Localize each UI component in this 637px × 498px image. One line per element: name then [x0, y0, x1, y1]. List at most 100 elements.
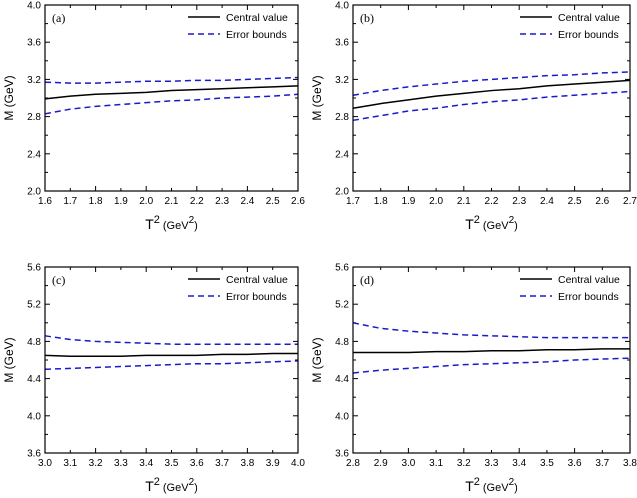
y-tick-label: 5.6: [335, 263, 349, 274]
x-tick-label: 1.6: [38, 196, 52, 207]
x-tick-label: 3.1: [63, 458, 77, 469]
legend: Central value Error bounds: [520, 12, 620, 41]
y-tick-label: 2.8: [27, 112, 41, 123]
error-bound-lower-line: [44, 360, 299, 371]
x-tick-label: 3.8: [240, 458, 254, 469]
x-tick-label: 3.0: [401, 458, 415, 469]
x-tick-label: 2.2: [485, 196, 499, 207]
x-tick-label: 3.8: [623, 458, 637, 469]
y-tick-label: 4.8: [27, 337, 41, 348]
x-tick-label: 3.1: [429, 458, 443, 469]
error-bound-upper-line: [352, 71, 631, 96]
y-tick-label: 3.6: [335, 38, 349, 49]
x-label-base: T: [465, 216, 474, 232]
error-bound-lower-line: [352, 90, 631, 122]
x-label-sup: 2: [474, 476, 480, 488]
legend-label-error: Error bounds: [558, 29, 619, 41]
x-tick-label: 2.2: [190, 196, 204, 207]
x-label-sup: 2: [154, 214, 160, 226]
x-tick-label: 1.9: [114, 196, 128, 207]
y-tick-label: 4.0: [335, 1, 349, 12]
central-value-line: [44, 85, 299, 100]
chart-panel-b: 1.7 1.8 1.9 2.0 2.1 2.2 2.3 2.4 2.5 2.6 2.7 2.0 2.4 2…: [310, 1, 637, 233]
central-value-line: [352, 79, 631, 109]
y-axis-label: M (GeV): [310, 75, 324, 120]
x-tick-label: 3.0: [38, 458, 52, 469]
x-tick-label: 4.0: [291, 458, 305, 469]
legend-label-central: Central value: [226, 274, 288, 286]
x-label-unit-close: ): [194, 482, 198, 494]
plot-frame: [44, 266, 299, 454]
y-tick-label: 3.6: [27, 449, 41, 460]
x-tick-label: 1.7: [63, 196, 77, 207]
x-tick-label: 3.4: [512, 458, 526, 469]
panel-tag: (a): [52, 11, 65, 25]
y-tick-label: 3.6: [27, 38, 41, 49]
x-label-unit-close: ): [194, 220, 198, 232]
panel-tag: (d): [360, 273, 374, 287]
x-tick-label: 3.6: [568, 458, 582, 469]
legend-label-central: Central value: [558, 274, 620, 286]
x-tick-label: 3.5: [165, 458, 179, 469]
x-tick-label: 2.8: [346, 458, 360, 469]
x-tick-label: 1.7: [346, 196, 360, 207]
legend-label-central: Central value: [226, 12, 288, 24]
y-tick-label: 5.6: [27, 263, 41, 274]
error-bound-lower-line: [44, 93, 299, 115]
x-tick-label: 2.4: [240, 196, 254, 207]
legend-label-error: Error bounds: [558, 291, 619, 303]
y-axis-label: M (GeV): [2, 75, 16, 120]
y-tick-label: 4.8: [335, 337, 349, 348]
x-tick-label: 2.4: [540, 196, 554, 207]
x-label-sup: 2: [474, 214, 480, 226]
x-label-unit-sup: 2: [509, 215, 515, 226]
legend: Central value Error bounds: [520, 274, 620, 303]
y-tick-label: 4.4: [335, 374, 349, 385]
x-tick-label: 2.5: [266, 196, 280, 207]
legend: Central value Error bounds: [188, 274, 288, 303]
y-tick-label: 2.8: [335, 112, 349, 123]
error-bound-lower-line: [352, 357, 631, 374]
x-tick-label: 3.2: [89, 458, 103, 469]
x-label-unit: (GeV: [163, 482, 189, 494]
x-tick-label: 2.3: [215, 196, 229, 207]
y-tick-label: 3.2: [335, 75, 349, 86]
y-tick-label: 3.2: [27, 75, 41, 86]
x-axis-label: T2 (GeV2): [465, 214, 518, 232]
error-bound-upper-line: [44, 335, 298, 345]
error-bound-upper-line: [44, 76, 299, 84]
x-axis-label: T2 (GeV2): [145, 214, 198, 232]
x-label-unit: (GeV: [483, 482, 509, 494]
chart-panel-c: 3.0 3.1 3.2 3.3 3.4 3.5 3.6 3.7 3.8 3.9 4.0 3.6 4.0 4…: [2, 263, 305, 495]
x-tick-label: 1.8: [89, 196, 103, 207]
y-tick-label: 4.0: [27, 411, 41, 422]
x-tick-label: 3.2: [457, 458, 471, 469]
y-tick-label: 2.0: [335, 187, 349, 198]
x-tick-label: 3.6: [190, 458, 204, 469]
y-tick-label: 3.6: [335, 449, 349, 460]
x-label-unit-close: ): [514, 482, 518, 494]
y-tick-label: 5.2: [27, 300, 41, 311]
plot-frame: [352, 266, 631, 454]
x-tick-label: 1.8: [374, 196, 388, 207]
x-axis-label: T2 (GeV2): [145, 476, 198, 494]
x-tick-label: 3.7: [215, 458, 229, 469]
x-label-unit: (GeV: [483, 220, 509, 232]
error-bound-upper-line: [352, 322, 630, 339]
x-tick-label: 3.5: [540, 458, 554, 469]
x-tick-label: 2.1: [457, 196, 471, 207]
x-axis-label: T2 (GeV2): [465, 476, 518, 494]
x-tick-label: 3.7: [595, 458, 609, 469]
x-label-sup: 2: [154, 476, 160, 488]
x-label-unit-sup: 2: [189, 477, 195, 488]
x-tick-label: 3.4: [139, 458, 153, 469]
y-axis-label: M (GeV): [310, 337, 324, 382]
x-label-base: T: [145, 216, 154, 232]
central-value-line: [353, 348, 630, 354]
chart-panel-d: 2.8 2.9 3.0 3.1 3.2 3.3 3.4 3.5 3.6 3.7 3.8 3.6 4.0 4…: [310, 263, 637, 495]
panel-tag: (b): [360, 11, 374, 25]
x-tick-label: 2.0: [139, 196, 153, 207]
x-tick-label: 2.6: [291, 196, 305, 207]
x-tick-label: 2.6: [595, 196, 609, 207]
